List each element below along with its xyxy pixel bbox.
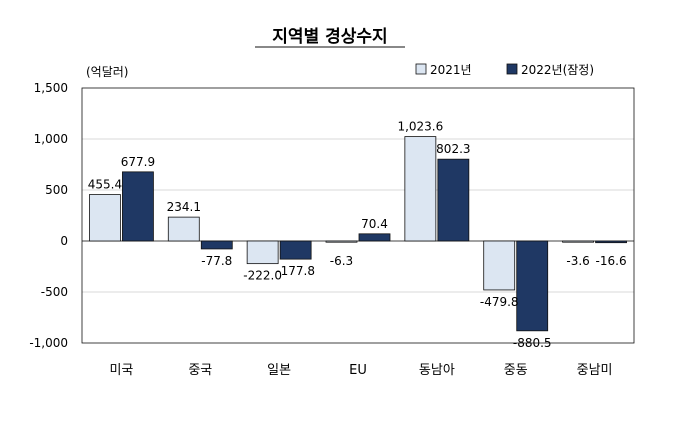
- y-tick-label: -500: [41, 285, 68, 299]
- data-labels: 455.4 677.9 234.1 -77.8 -222.0-177.8 -6.3 70.4…: [88, 120, 627, 350]
- data-label: 1,023.6: [397, 120, 443, 134]
- y-tick-label: 0: [60, 234, 68, 248]
- data-label: 70.4: [361, 217, 388, 231]
- unit-label: (억달러): [86, 65, 128, 79]
- y-tick-label: 1,000: [34, 132, 68, 146]
- y-tick-label: 500: [45, 183, 68, 197]
- data-label: 802.3: [436, 142, 470, 156]
- y-tick-label: -1,000: [29, 336, 68, 350]
- data-label: -6.3: [330, 254, 353, 268]
- data-label: -177.8: [276, 264, 315, 278]
- bar-2021: [483, 240, 516, 291]
- x-category-label: 일본: [267, 363, 291, 378]
- x-category-label: 미국: [109, 363, 133, 378]
- x-category-label: EU: [349, 363, 367, 378]
- legend-label-2021: 2021년: [430, 63, 472, 77]
- data-label: -880.5: [513, 336, 552, 350]
- bar-2022: [516, 240, 549, 332]
- x-category-label: 동남아: [419, 363, 455, 378]
- data-label: 677.9: [121, 155, 155, 169]
- data-label: -479.8: [480, 295, 519, 309]
- x-category-label: 중남미: [577, 363, 613, 378]
- bars: [89, 136, 627, 332]
- data-label: -222.0: [243, 269, 282, 283]
- bar-2021: [562, 240, 594, 243]
- bar-2022: [595, 240, 627, 244]
- bar-2021: [89, 194, 121, 242]
- y-axis-ticks: 1,500 1,000 500 0 -500 -1,000: [29, 81, 68, 350]
- data-label: -16.6: [596, 254, 627, 268]
- chart-title: 지역별 경상수지: [272, 27, 387, 47]
- data-label: -3.6: [566, 254, 589, 268]
- bar-2021: [325, 240, 358, 243]
- bar-2021: [246, 240, 279, 265]
- plot-area-frame: [81, 87, 635, 344]
- bar-2022: [358, 233, 391, 242]
- bar-2022: [122, 171, 154, 242]
- y-tick-label: 1,500: [34, 81, 68, 95]
- bar-2022: [437, 158, 470, 242]
- bar-2021: [404, 136, 437, 242]
- bar-2021: [167, 216, 200, 242]
- bar-2022: [279, 240, 312, 260]
- x-category-label: 중국: [188, 363, 212, 378]
- x-category-label: 중동: [504, 363, 528, 378]
- data-label: 234.1: [167, 200, 201, 214]
- legend-label-2022: 2022년(잠정): [521, 63, 594, 77]
- legend-swatch-2021: [415, 63, 427, 75]
- data-label: 455.4: [88, 178, 122, 192]
- x-axis-categories: 미국 중국 일본 EU 동남아 중동 중남미: [109, 363, 612, 378]
- legend-swatch-2022: [506, 63, 518, 75]
- legend: 2021년 2022년(잠정): [415, 63, 594, 77]
- data-label: -77.8: [201, 254, 232, 268]
- bar-2022: [200, 240, 233, 250]
- gridlines: [82, 138, 634, 293]
